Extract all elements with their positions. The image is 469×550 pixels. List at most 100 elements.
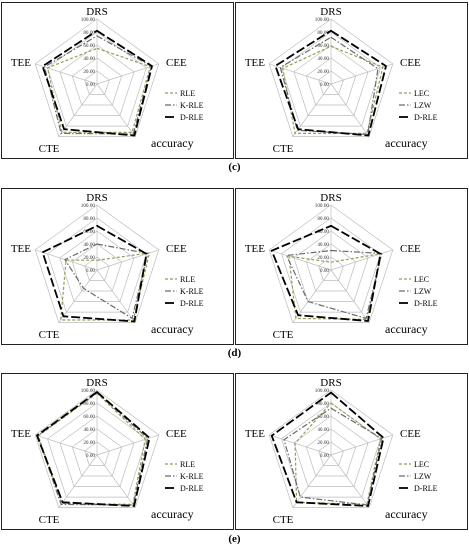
- tick-label: 20.00: [317, 69, 329, 75]
- axis-label-tee: TEE: [245, 428, 265, 440]
- series-line-lec: [282, 45, 384, 134]
- series-line-lzw: [283, 407, 383, 506]
- series-line-k-rle: [43, 35, 152, 135]
- panel-border: [235, 373, 468, 530]
- grid-ring: [305, 57, 357, 106]
- spoke-line: [35, 434, 98, 456]
- legend-label-k-rle: K-RLE: [180, 101, 204, 110]
- panel-border: [1, 188, 234, 345]
- axis-label-cte: CTE: [39, 143, 60, 155]
- axis-label-tee: TEE: [245, 243, 265, 255]
- tick-label: 80.00: [83, 30, 95, 36]
- axis-label-cte: CTE: [39, 329, 60, 341]
- legend-label-lec: LEC: [414, 89, 429, 98]
- series-line-d-rle: [270, 391, 385, 507]
- spoke-line: [292, 269, 332, 323]
- grid-ring: [71, 428, 123, 477]
- grid-ring: [59, 415, 135, 487]
- grid-ring: [84, 70, 110, 95]
- axis-label-cee: CEE: [166, 428, 187, 440]
- grid-ring: [318, 70, 344, 95]
- tick-label: 100.00: [81, 17, 96, 23]
- spoke-line: [96, 269, 136, 323]
- spoke-line: [96, 83, 136, 137]
- subfigure-label-c: (c): [228, 161, 241, 173]
- tick-label: 0.00: [86, 82, 95, 88]
- grid-ring: [84, 441, 110, 466]
- tick-label: 100.00: [315, 17, 330, 23]
- axis-label-cee: CEE: [400, 57, 421, 69]
- series-line-lec: [288, 252, 383, 320]
- tick-label: 80.00: [83, 401, 95, 407]
- legend-label-k-rle: K-RLE: [180, 287, 204, 296]
- axis-label-cee: CEE: [166, 243, 187, 255]
- spoke-line: [96, 63, 159, 85]
- spoke-line: [292, 454, 332, 508]
- legend-label-lzw: LZW: [414, 101, 432, 110]
- spoke-line: [269, 249, 332, 271]
- series-line-d-rle: [36, 391, 151, 507]
- spoke-line: [330, 454, 370, 508]
- grid-ring: [47, 31, 147, 127]
- grid-ring: [59, 230, 135, 302]
- spoke-line: [330, 249, 393, 271]
- tick-label: 0.00: [320, 453, 329, 459]
- panel-border: [235, 188, 468, 345]
- axis-label-cee: CEE: [166, 57, 187, 69]
- legend-label-lzw: LZW: [414, 287, 432, 296]
- tick-label: 40.00: [83, 427, 95, 433]
- tick-label: 20.00: [317, 255, 329, 261]
- grid-ring: [71, 57, 123, 106]
- axis-label-cee: CEE: [400, 428, 421, 440]
- grid-ring: [268, 204, 394, 323]
- tick-label: 40.00: [317, 427, 329, 433]
- grid-ring: [268, 389, 394, 508]
- grid-ring: [318, 441, 344, 466]
- series-line-rle: [37, 392, 146, 505]
- grid-ring: [84, 256, 110, 281]
- tick-label: 100.00: [315, 388, 330, 394]
- legend-label-d-rle: D-RLE: [414, 484, 438, 493]
- grid-ring: [71, 243, 123, 292]
- tick-label: 60.00: [83, 414, 95, 420]
- tick-label: 20.00: [83, 440, 95, 446]
- tick-label: 20.00: [83, 69, 95, 75]
- axis-label-tee: TEE: [11, 428, 31, 440]
- legend-label-d-rle: D-RLE: [414, 113, 438, 122]
- series-line-k-rle: [37, 392, 149, 506]
- legend-label-d-rle: D-RLE: [180, 299, 204, 308]
- tick-label: 20.00: [83, 255, 95, 261]
- tick-label: 40.00: [83, 56, 95, 62]
- series-line-rle: [46, 47, 151, 133]
- axis-label-accuracy: accuracy: [385, 507, 428, 521]
- axis-label-drs: DRS: [86, 6, 107, 18]
- axis-label-tee: TEE: [11, 57, 31, 69]
- series-line-d-rle: [270, 224, 382, 322]
- tick-label: 0.00: [320, 268, 329, 274]
- tick-label: 60.00: [83, 229, 95, 235]
- series-line-d-rle: [41, 224, 148, 323]
- panel-border: [1, 2, 234, 159]
- spoke-line: [35, 249, 98, 271]
- grid-ring: [305, 428, 357, 477]
- spoke-line: [35, 63, 98, 85]
- spoke-line: [58, 269, 98, 323]
- series-line-lec: [294, 402, 382, 505]
- axis-label-accuracy: accuracy: [151, 322, 194, 336]
- panel-border: [1, 373, 234, 530]
- panel-border: [235, 2, 468, 159]
- spoke-line: [58, 83, 98, 137]
- grid-ring: [293, 415, 369, 487]
- spoke-line: [96, 454, 136, 508]
- grid-ring: [59, 44, 135, 116]
- subfigure-label-e: (e): [228, 533, 241, 545]
- tick-label: 60.00: [317, 229, 329, 235]
- axis-label-accuracy: accuracy: [385, 136, 428, 150]
- tick-label: 80.00: [83, 216, 95, 222]
- axis-label-tee: TEE: [11, 243, 31, 255]
- axis-label-accuracy: accuracy: [385, 322, 428, 336]
- legend-label-d-rle: D-RLE: [180, 113, 204, 122]
- legend-label-d-rle: D-RLE: [180, 484, 204, 493]
